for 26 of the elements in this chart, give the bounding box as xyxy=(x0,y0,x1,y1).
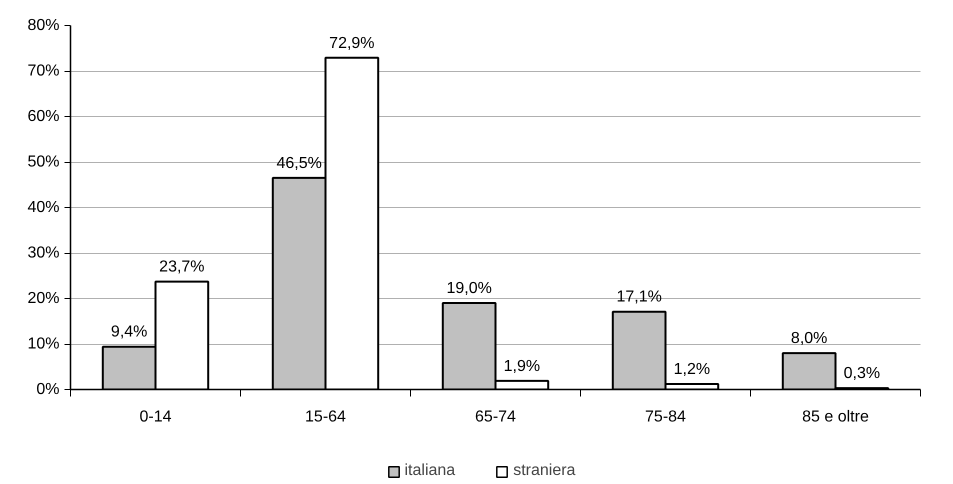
data-label: 1,9% xyxy=(504,358,540,375)
legend-label: straniera xyxy=(513,462,576,480)
y-tick-label: 10% xyxy=(27,336,60,352)
data-label: 46,5% xyxy=(276,154,322,172)
y-tick-label: 40% xyxy=(27,199,60,216)
x-tick-label: 85 e oltre xyxy=(802,408,869,426)
data-label: 17,1% xyxy=(616,288,662,306)
y-tick-label: 30% xyxy=(27,244,60,262)
y-tick-label: 50% xyxy=(27,154,60,170)
y-tick-label: 0% xyxy=(36,381,60,398)
y-tick-label: 20% xyxy=(27,290,60,307)
x-tick-label: 65-74 xyxy=(475,408,516,426)
legend-label: italiana xyxy=(404,462,456,480)
data-label: 0,3% xyxy=(844,365,880,382)
data-label: 1,2% xyxy=(674,361,710,378)
x-tick-label: 0-14 xyxy=(139,408,172,426)
data-label: 23,7% xyxy=(159,258,205,276)
y-tick-label: 60% xyxy=(27,108,60,125)
x-tick-label: 15-64 xyxy=(305,408,346,426)
y-tick-label: 70% xyxy=(27,62,60,80)
y-tick-label: 80% xyxy=(27,17,60,34)
data-label: 9,4% xyxy=(110,324,148,341)
data-label: 8,0% xyxy=(790,330,828,348)
data-label: 19,0% xyxy=(446,280,492,298)
x-tick-label: 75-84 xyxy=(645,408,686,426)
data-label: 72,9% xyxy=(329,34,375,52)
